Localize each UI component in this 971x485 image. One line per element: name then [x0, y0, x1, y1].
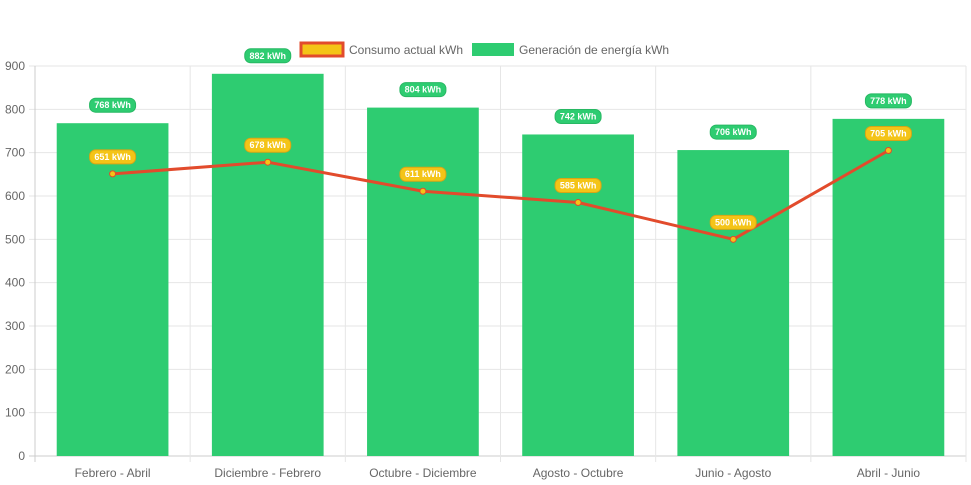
y-tick-label: 600 [5, 189, 25, 203]
x-tick-label: Abril - Junio [857, 466, 921, 480]
line-path [112, 149, 890, 241]
bar-data-label: 804 kWh [399, 82, 447, 98]
line-point[interactable] [574, 199, 582, 206]
bar-data-label-text: 742 kWh [560, 111, 597, 121]
y-tick-label: 400 [5, 276, 25, 290]
line-data-label-text: 678 kWh [249, 140, 286, 150]
line-point[interactable] [264, 158, 272, 166]
bar-data-label-bg [89, 97, 137, 113]
line-series [109, 147, 892, 243]
y-tick-label: 900 [5, 59, 25, 73]
bar-data-label: 706 kWh [709, 124, 757, 140]
legend-swatch-generacion [472, 43, 514, 56]
bar[interactable] [832, 118, 945, 456]
y-axis: 0 100 200 300 400 500 600 700 800 900 [5, 59, 25, 463]
bar-data-label-bg [244, 48, 292, 64]
bar-data-label: 768 kWh [89, 97, 137, 113]
y-tick-label: 0 [18, 449, 25, 463]
bar-data-label-text: 778 kWh [870, 96, 907, 106]
x-tick-label: Febrero - Abril [75, 466, 151, 480]
bar-data-label: 778 kWh [864, 93, 912, 109]
y-tick-label: 300 [5, 319, 25, 333]
line-point[interactable] [109, 170, 117, 178]
line-data-label-bg [89, 149, 137, 165]
bar[interactable] [677, 150, 790, 457]
data-labels: 768 kWh 882 kWh 804 kWh 742 kWh 706 kWh 778 k… [89, 48, 912, 230]
line-point[interactable] [419, 187, 427, 195]
y-tick-label: 700 [5, 146, 25, 160]
bar-data-label-text: 706 kWh [715, 127, 752, 137]
x-tick-label: Agosto - Octubre [533, 466, 624, 480]
line-data-label-bg [554, 178, 602, 193]
bar-data-label-bg [554, 108, 602, 124]
line-data-label-bg [244, 137, 292, 153]
bar-data-label: 882 kWh [244, 48, 292, 64]
bar-data-label-bg [399, 82, 447, 98]
bar-data-label-bg [709, 124, 757, 140]
legend[interactable]: Consumo actual kWh Generación de energía… [299, 41, 669, 58]
line-data-label-bg [864, 126, 912, 141]
line-point[interactable] [884, 147, 892, 154]
line-data-label-text: 705 kWh [870, 129, 907, 139]
bar[interactable] [211, 73, 324, 457]
line-data-label-text: 611 kWh [405, 169, 441, 179]
bar[interactable] [56, 123, 169, 456]
line-data-label-bg [399, 166, 447, 182]
y-tick-label: 200 [5, 362, 25, 376]
line-point[interactable] [729, 235, 737, 243]
y-tick-label: 500 [5, 232, 25, 246]
bar-data-label-bg [864, 93, 912, 109]
bar-data-label: 742 kWh [554, 108, 602, 124]
line-data-label-bg [709, 214, 757, 230]
legend-item-consumo[interactable]: Consumo actual kWh [299, 41, 463, 58]
line-data-label-text: 585 kWh [560, 181, 597, 191]
line-data-label: 705 kWh [864, 126, 912, 141]
bar-data-label-text: 804 kWh [405, 85, 442, 95]
x-tick-label: Octubre - Diciembre [369, 466, 477, 480]
grid [29, 65, 967, 462]
line-data-label: 651 kWh [89, 149, 137, 165]
x-axis: Febrero - Abril Diciembre - Febrero Octubr… [75, 466, 921, 480]
line-data-label: 500 kWh [709, 214, 757, 230]
legend-label-generacion: Generación de energía kWh [519, 43, 669, 57]
line-data-label: 585 kWh [554, 178, 602, 193]
bar-data-label-text: 882 kWh [249, 51, 286, 61]
bar[interactable] [367, 107, 479, 456]
x-tick-label: Junio - Agosto [695, 466, 771, 480]
legend-item-generacion[interactable]: Generación de energía kWh [472, 43, 669, 57]
y-tick-label: 800 [5, 102, 25, 116]
x-tick-label: Diciembre - Febrero [214, 466, 321, 480]
y-tick-label: 100 [5, 406, 25, 420]
bar-series [56, 73, 945, 457]
legend-label-consumo: Consumo actual kWh [349, 43, 463, 57]
legend-swatch-consumo [299, 41, 345, 58]
line-data-label: 611 kWh [399, 166, 447, 182]
line-data-label-text: 500 kWh [715, 217, 752, 227]
bar-data-label-text: 768 kWh [94, 100, 131, 110]
line-data-label-text: 651 kWh [94, 152, 131, 162]
line-data-label: 678 kWh [244, 137, 292, 153]
